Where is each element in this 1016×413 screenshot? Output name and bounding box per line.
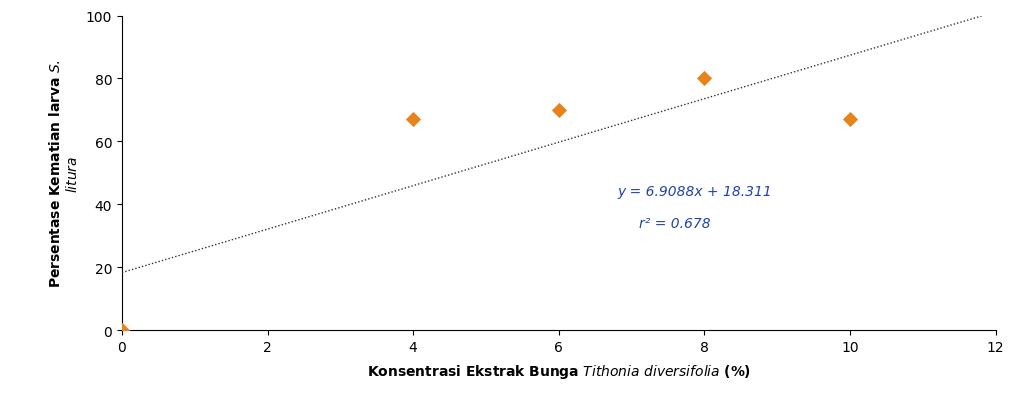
Point: [696, 76, 712, 83]
Text: r² = 0.678: r² = 0.678: [639, 216, 710, 230]
Point: [842, 117, 859, 123]
Point: [405, 117, 422, 123]
Text: y = 6.9088x + 18.311: y = 6.9088x + 18.311: [617, 185, 772, 199]
X-axis label: $\mathbf{Konsentrasi\ Ekstrak\ Bunga\ }$$\mathbf{\mathit{Tithonia\ diversifolia}: $\mathbf{Konsentrasi\ Ekstrak\ Bunga\ }$…: [367, 362, 751, 380]
Point: [551, 107, 567, 114]
Y-axis label: $\mathbf{Persentase\ Kematian\ larva\ }$$\mathbf{\mathit{S.}}$
$\mathbf{\mathit{: $\mathbf{Persentase\ Kematian\ larva\ }$…: [48, 59, 80, 287]
Point: [114, 327, 130, 334]
